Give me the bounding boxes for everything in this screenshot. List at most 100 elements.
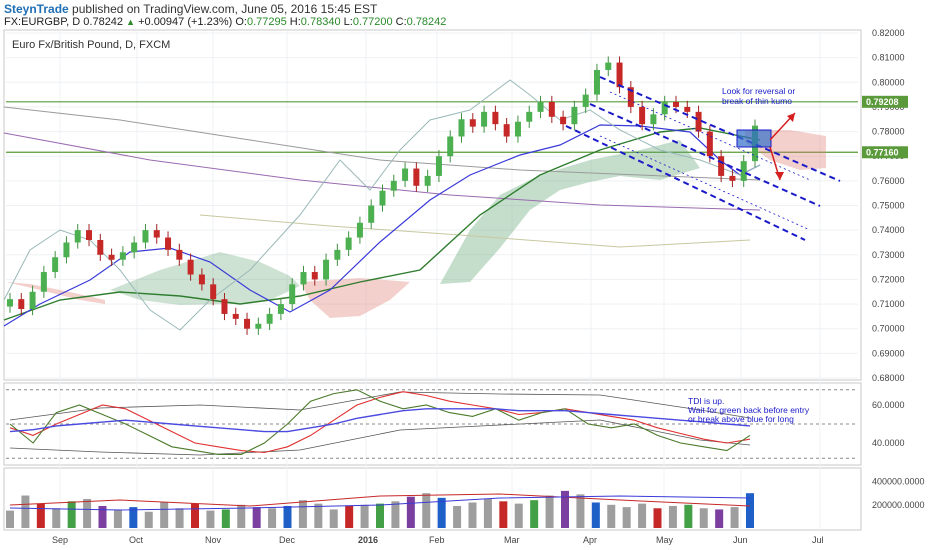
price-tick-label: 0.74000 <box>872 225 905 235</box>
volume-bar <box>360 504 369 528</box>
chart-header: SteynTrade published on TradingView.com,… <box>0 0 932 30</box>
sma-200-line <box>3 106 761 181</box>
volume-tick-label: 400000.0000 <box>872 477 925 487</box>
volume-tick-label: 200000.0000 <box>872 500 925 510</box>
volume-bar <box>730 507 739 528</box>
volume-bar <box>160 502 169 528</box>
candle-body <box>627 87 634 107</box>
open-value: 0.77295 <box>246 16 287 28</box>
candle-body <box>729 175 736 181</box>
time-tick-label: Jun <box>733 535 748 545</box>
candle-body <box>718 156 725 176</box>
channel-mid-line <box>589 103 821 207</box>
volume-bar <box>6 510 14 528</box>
candle-body <box>345 237 352 250</box>
candle-body <box>492 111 499 125</box>
price-tick-label: 0.70000 <box>872 324 905 334</box>
candle-body <box>435 156 442 176</box>
candle-body <box>232 313 239 319</box>
candle-body <box>221 299 228 314</box>
candle-body <box>142 230 149 243</box>
volume-bar <box>699 508 708 528</box>
volume-bar <box>453 505 462 528</box>
tdi-note-1: TDI is up. <box>688 396 724 406</box>
last-price: 0.78242 <box>83 16 124 28</box>
tdi-lower-band <box>9 419 751 456</box>
volume-bar <box>468 502 477 528</box>
close-value: 0.78242 <box>406 16 447 28</box>
candle-body <box>131 242 138 253</box>
candle-body <box>187 259 194 275</box>
volume-bar <box>391 501 400 528</box>
candle-body <box>469 119 476 127</box>
candle-body <box>548 102 555 117</box>
tdi-series-line <box>9 391 751 454</box>
up-triangle-icon: ▲ <box>126 17 136 27</box>
candle-body <box>52 257 59 273</box>
candle-body <box>244 318 251 329</box>
price-label-text: 0.79208 <box>866 97 899 107</box>
volume-bar <box>98 505 107 528</box>
volume-bar <box>129 507 138 528</box>
candle-body <box>198 274 205 285</box>
candle-body <box>526 111 533 122</box>
volume-bar <box>422 493 431 528</box>
tdi-lines <box>6 389 858 459</box>
price-label-tag <box>862 95 908 108</box>
volume-bar <box>668 505 677 528</box>
price-change: +0.00947 (+1.23%) <box>138 16 233 28</box>
candle-body <box>153 230 160 238</box>
candle-body <box>684 106 691 112</box>
volume-bar <box>345 505 354 528</box>
candle-body <box>165 237 172 250</box>
candle-body <box>605 62 612 70</box>
volume-bar <box>283 505 292 528</box>
candle-body <box>368 205 375 223</box>
sma-100-line <box>3 132 761 211</box>
price-tick-label: 0.82000 <box>872 28 905 38</box>
price-label-text: 0.77160 <box>866 147 899 157</box>
candle-body <box>447 136 454 157</box>
price-tick-label: 0.71000 <box>872 299 905 309</box>
volume-bar <box>437 497 446 528</box>
brand-link[interactable]: SteynTrade <box>4 2 69 16</box>
channel-upper-line <box>599 76 841 182</box>
price-label-tag <box>862 146 908 159</box>
time-tick-label: May <box>656 535 674 545</box>
volume-bar <box>530 500 539 528</box>
candle-body <box>323 259 330 280</box>
candle-body <box>695 111 702 132</box>
ohlc-line: FX:EURGBP, D 0.78242 ▲ +0.00947 (+1.23%)… <box>4 16 446 28</box>
volume-bar <box>545 495 554 528</box>
candle-body <box>63 242 70 258</box>
candle-body <box>537 102 544 112</box>
indicator-lines <box>3 79 761 331</box>
volume-bar <box>376 503 384 528</box>
low-label: L: <box>343 16 353 28</box>
price-tick-label: 0.80000 <box>872 77 905 87</box>
high-value: 0.78340 <box>300 16 341 28</box>
volume-bar <box>607 504 616 528</box>
volume-bar <box>638 503 647 528</box>
price-tick-label: 0.72000 <box>872 274 905 284</box>
candle-body <box>7 299 13 307</box>
candle-body <box>210 284 217 300</box>
kumo-note-1: Look for reversal or <box>722 86 795 96</box>
candle-body <box>266 313 273 324</box>
channel-inner-line-2 <box>599 135 811 231</box>
volume-bar <box>191 503 199 528</box>
tdi-series-line <box>9 408 751 433</box>
candle-body <box>356 222 363 238</box>
price-tick-label: 0.75000 <box>872 201 905 211</box>
volume-bar <box>221 509 230 528</box>
chart-title: Euro Fx/British Pound, D, FXCM <box>12 39 170 51</box>
volume-bar <box>406 496 415 528</box>
time-tick-label: Jul <box>812 535 824 545</box>
volume-bar <box>36 503 45 528</box>
candle-body <box>514 121 521 137</box>
price-tick-label: 0.73000 <box>872 250 905 260</box>
candle-body <box>86 230 93 240</box>
volume-bar <box>52 508 61 528</box>
volume-bar <box>622 507 631 528</box>
